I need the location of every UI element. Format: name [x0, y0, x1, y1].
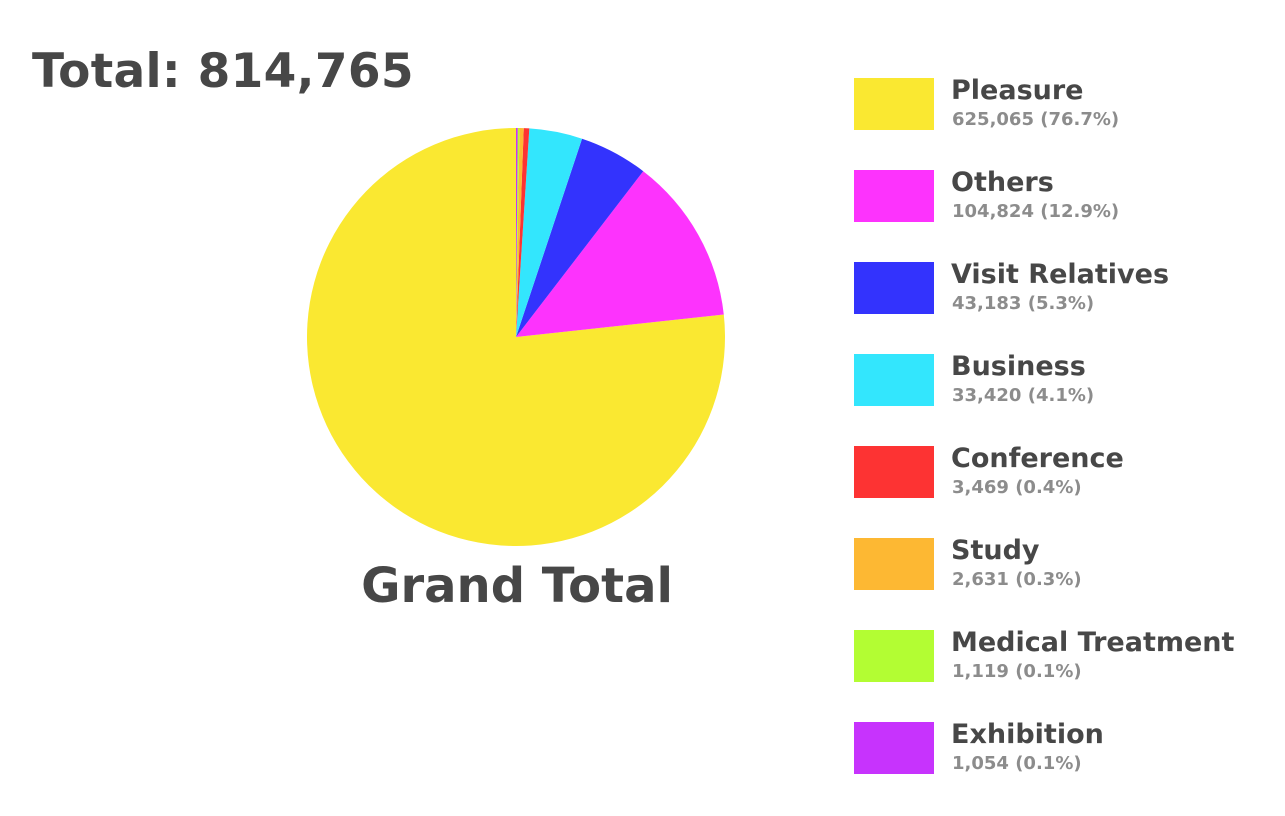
pie-slice-study	[516, 128, 524, 337]
legend-value-others: 104,824 (12.9%)	[952, 201, 1120, 222]
pie-slice-others	[516, 171, 724, 337]
legend-swatch-business	[854, 354, 934, 406]
legend-swatch-conference	[854, 446, 934, 498]
legend-item-business: Business 33,420 (4.1%)	[854, 351, 1279, 409]
legend-label-visit-relatives: Visit Relatives	[951, 259, 1170, 290]
legend-label-pleasure: Pleasure	[951, 75, 1084, 106]
legend-label-others: Others	[951, 167, 1054, 198]
legend-label-study: Study	[951, 535, 1040, 566]
pie-slice-business	[516, 128, 583, 337]
legend-value-conference: 3,469 (0.4%)	[952, 477, 1082, 498]
legend-value-business: 33,420 (4.1%)	[952, 385, 1095, 406]
legend-label-conference: Conference	[951, 443, 1124, 474]
legend-label-medical-treatment: Medical Treatment	[951, 627, 1235, 658]
legend-item-medical-treatment: Medical Treatment 1,119 (0.1%)	[854, 627, 1279, 685]
legend-item-exhibition: Exhibition 1,054 (0.1%)	[854, 719, 1279, 777]
legend-swatch-others	[854, 170, 934, 222]
legend-label-business: Business	[951, 351, 1086, 382]
legend-swatch-visit-relatives	[854, 262, 934, 314]
legend-item-pleasure: Pleasure 625,065 (76.7%)	[854, 75, 1279, 133]
legend-value-study: 2,631 (0.3%)	[952, 569, 1082, 590]
pie-slice-visit-relatives	[516, 138, 644, 337]
legend-swatch-pleasure	[854, 78, 934, 130]
legend-label-exhibition: Exhibition	[951, 719, 1104, 750]
legend-value-exhibition: 1,054 (0.1%)	[952, 753, 1082, 774]
pie-slice-exhibition	[516, 128, 518, 337]
legend-value-medical-treatment: 1,119 (0.1%)	[952, 661, 1082, 682]
legend-value-pleasure: 625,065 (76.7%)	[952, 109, 1120, 130]
legend-item-conference: Conference 3,469 (0.4%)	[854, 443, 1279, 501]
legend-swatch-exhibition	[854, 722, 934, 774]
legend-swatch-study	[854, 538, 934, 590]
legend-item-study: Study 2,631 (0.3%)	[854, 535, 1279, 593]
legend-item-visit-relatives: Visit Relatives 43,183 (5.3%)	[854, 259, 1279, 317]
legend-swatch-medical-treatment	[854, 630, 934, 682]
chart-title: Grand Total	[361, 558, 673, 614]
legend-value-visit-relatives: 43,183 (5.3%)	[952, 293, 1095, 314]
pie-slice-conference	[516, 128, 530, 337]
total-label: Total: 814,765	[32, 44, 414, 99]
legend-item-others: Others 104,824 (12.9%)	[854, 167, 1279, 225]
pie-slice-medical-treatment	[516, 128, 520, 337]
